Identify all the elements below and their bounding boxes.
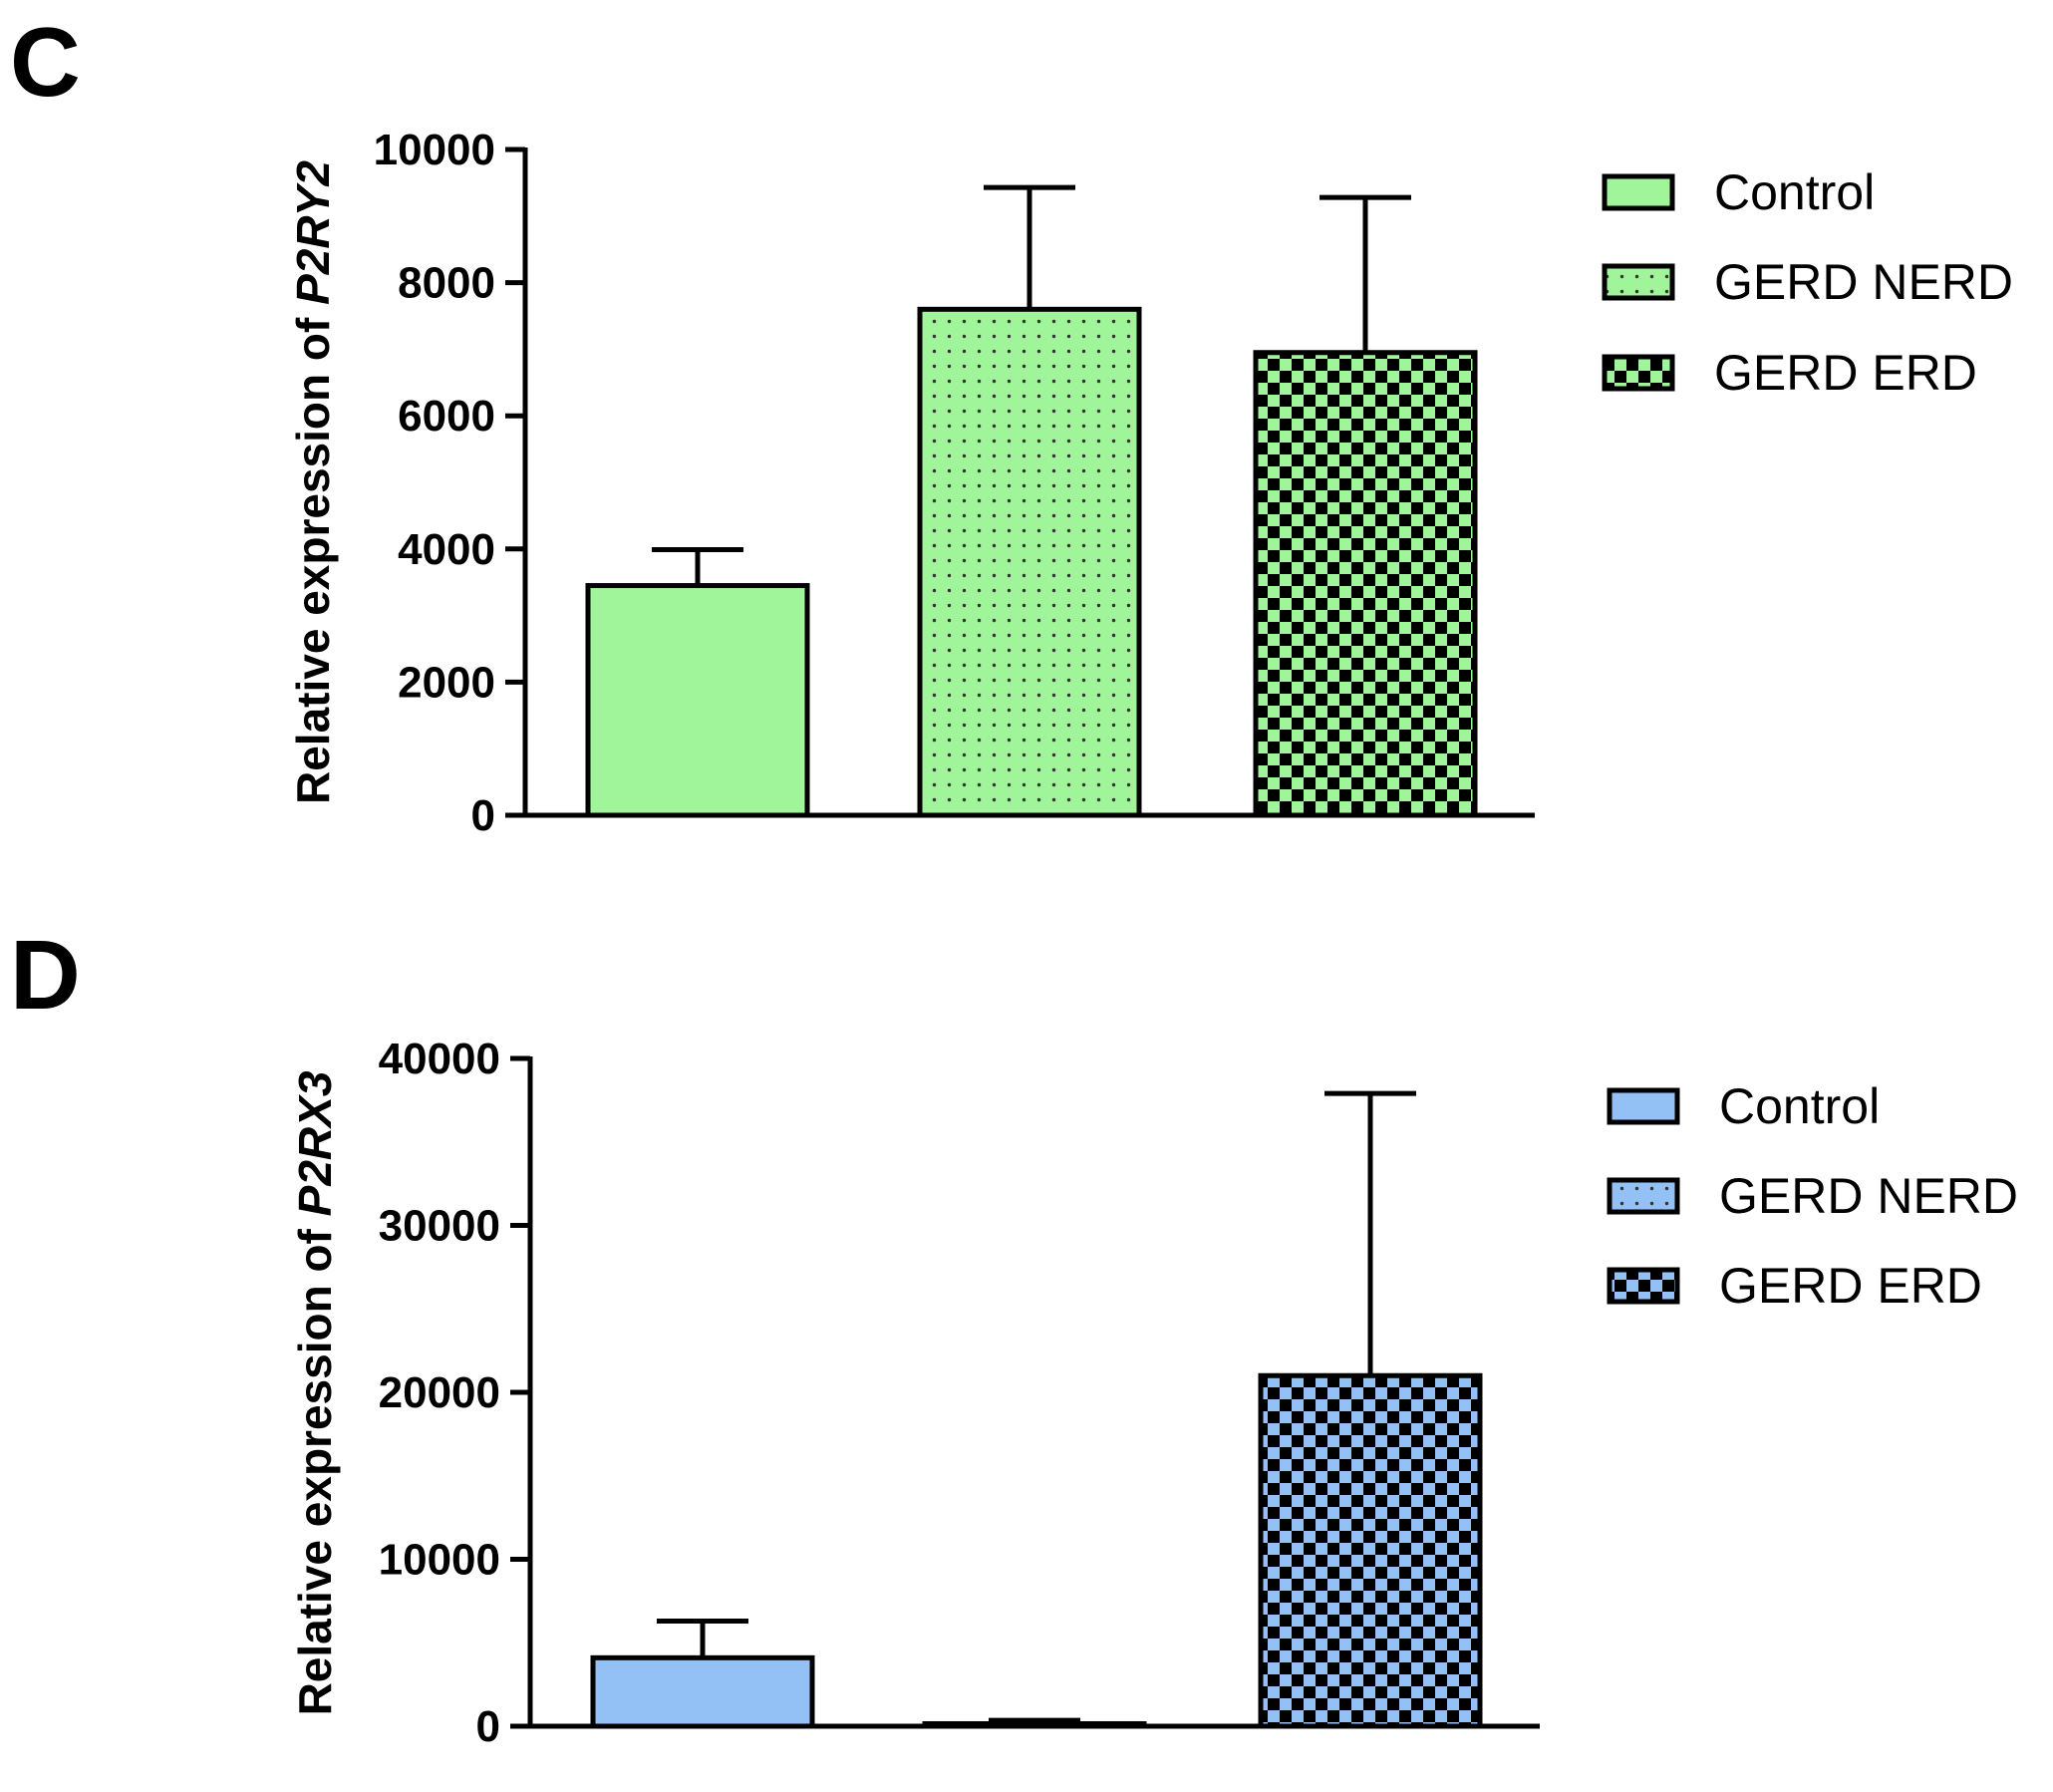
y-tick-label: 6000 — [398, 392, 495, 441]
legend-label-control: Control — [1714, 164, 1875, 220]
y-tick-label: 20000 — [379, 1368, 500, 1417]
y-axis-label-text: Relative expression of — [289, 1216, 341, 1715]
legend-label-gerd-erd: GERD ERD — [1714, 345, 1977, 401]
y-tick-label: 10000 — [379, 1536, 500, 1585]
y-tick-label: 10000 — [374, 126, 495, 174]
legend-swatch-gerd-nerd — [1607, 1177, 1680, 1215]
bar-gerd-erd — [1258, 1372, 1483, 1729]
y-axis-label-text: Relative expression of — [287, 305, 339, 804]
legend: Control GERD NERD GERD ERD — [1607, 1078, 2018, 1314]
bar-gerd-nerd — [917, 306, 1142, 818]
legend-label-gerd-erd: GERD ERD — [1719, 1258, 1982, 1314]
legend-swatch-gerd-erd — [1607, 1267, 1680, 1305]
y-axis-label: Relative expression of P2RY2 — [287, 160, 339, 804]
y-axis-label-gene: P2RY2 — [287, 160, 339, 305]
bar-control — [585, 583, 810, 818]
legend: Control GERD NERD GERD ERD — [1602, 164, 2013, 401]
bar-gerd-erd — [1253, 350, 1478, 818]
legend-swatch-control — [1607, 1087, 1680, 1125]
y-axis-label-gene: P2RX3 — [289, 1070, 341, 1216]
y-tick-label: 0 — [476, 1702, 500, 1751]
panel-d: D 0 10000 20000 30000 40000 Relative expressio… — [10, 920, 2018, 1751]
y-tick-label: 40000 — [379, 1035, 500, 1083]
y-tick-label: 30000 — [379, 1202, 500, 1251]
legend-swatch-gerd-erd — [1602, 354, 1675, 392]
panel-letter: C — [10, 7, 81, 117]
y-axis-label: Relative expression of P2RX3 — [289, 1070, 341, 1715]
panel-letter: D — [10, 920, 81, 1030]
legend-swatch-gerd-nerd — [1602, 263, 1675, 301]
y-tick-label: 8000 — [398, 259, 495, 308]
legend-swatch-control — [1602, 173, 1675, 211]
bar-control — [590, 1654, 815, 1729]
y-tick-label: 4000 — [398, 525, 495, 574]
legend-label-control: Control — [1719, 1078, 1880, 1134]
y-tick-label: 0 — [471, 791, 495, 840]
y-tick-label: 2000 — [398, 658, 495, 707]
panel-c: C 0 2000 4000 6000 8000 10000 Relative expressi… — [10, 7, 2013, 840]
legend-label-gerd-nerd: GERD NERD — [1719, 1168, 2018, 1224]
legend-label-gerd-nerd: GERD NERD — [1714, 254, 2013, 310]
